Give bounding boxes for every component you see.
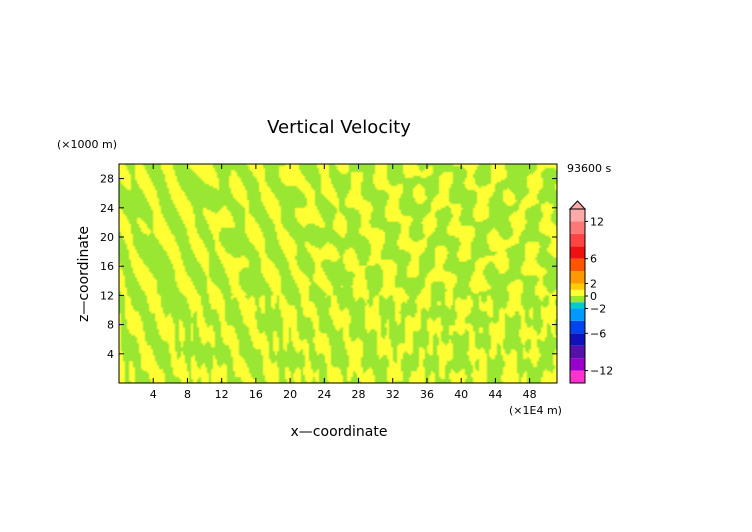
colorbar-band [570, 320, 585, 334]
velocity-field-image [119, 164, 557, 383]
x-tick-label: 44 [488, 388, 502, 401]
colorbar-band [570, 271, 585, 284]
x-tick-label: 12 [215, 388, 229, 401]
colorbar-tick-label: 2 [590, 278, 597, 291]
colorbar-tick-label: 6 [590, 253, 597, 266]
colorbar-tick-label: −2 [590, 302, 606, 315]
y-unit-label: (×1000 m) [57, 138, 117, 151]
x-tick-label: 40 [454, 388, 468, 401]
colorbar-band [570, 345, 585, 359]
x-unit-label: (×1E4 m) [509, 404, 562, 417]
velocity-field [119, 164, 557, 383]
y-tick-label: 28 [100, 173, 114, 186]
colorbar-band [570, 209, 585, 222]
y-tick-label: 16 [100, 260, 114, 273]
colorbar-tick-label: −6 [590, 327, 606, 340]
x-tick-label: 24 [317, 388, 331, 401]
colorbar-band [570, 333, 585, 346]
colorbar-band [570, 302, 585, 309]
x-tick-label: 48 [523, 388, 537, 401]
colorbar-band [570, 358, 585, 371]
y-tick-label: 12 [100, 289, 114, 302]
colorbar-extend-arrow [568, 200, 587, 210]
y-tick-label: 20 [100, 231, 114, 244]
x-tick-label: 28 [352, 388, 366, 401]
colorbar-band [570, 258, 585, 272]
x-axis-label: x—coordinate [291, 424, 388, 440]
y-axis: 4 8 12 16 20 24 28 [100, 173, 557, 361]
y-tick-label: 24 [100, 202, 114, 215]
colorbar-tick-label: 12 [590, 215, 604, 228]
colorbar-tick-label: −12 [590, 365, 613, 378]
colorbar-band [570, 283, 585, 290]
colorbar: 12 6 20−2 −6 −12 [568, 200, 613, 384]
colorbar-band [570, 308, 585, 321]
colorbar-band [570, 246, 585, 259]
plot-frame [118, 163, 558, 384]
time-label: 93600 s [567, 162, 611, 175]
colorbar-band [570, 233, 585, 247]
x-axis: 4 8 12 16 20 24 28 32 36 40 44 48 [150, 164, 537, 401]
y-tick-label: 8 [107, 319, 114, 332]
chart-title: Vertical Velocity [267, 117, 411, 138]
colorbar-tick-label: 0 [590, 290, 597, 303]
y-tick-label: 4 [107, 348, 114, 361]
x-tick-label: 20 [283, 388, 297, 401]
colorbar-band [570, 221, 585, 234]
x-tick-label: 8 [184, 388, 191, 401]
x-tick-label: 16 [249, 388, 263, 401]
colorbar-band [570, 296, 585, 303]
x-tick-label: 32 [386, 388, 400, 401]
x-tick-label: 36 [420, 388, 434, 401]
colorbar-band [570, 370, 585, 383]
y-axis-label: z—coordinate [76, 226, 92, 322]
x-tick-label: 4 [150, 388, 157, 401]
colorbar-band [570, 289, 585, 296]
